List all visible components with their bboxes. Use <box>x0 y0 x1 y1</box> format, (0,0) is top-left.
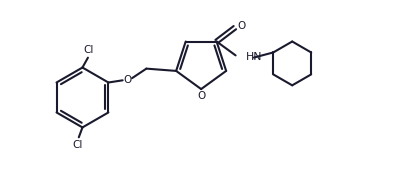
Text: O: O <box>237 21 245 31</box>
Text: O: O <box>198 91 206 101</box>
Text: Cl: Cl <box>73 140 83 150</box>
Text: Cl: Cl <box>83 45 94 55</box>
Text: O: O <box>123 75 132 85</box>
Text: HN: HN <box>246 52 262 62</box>
